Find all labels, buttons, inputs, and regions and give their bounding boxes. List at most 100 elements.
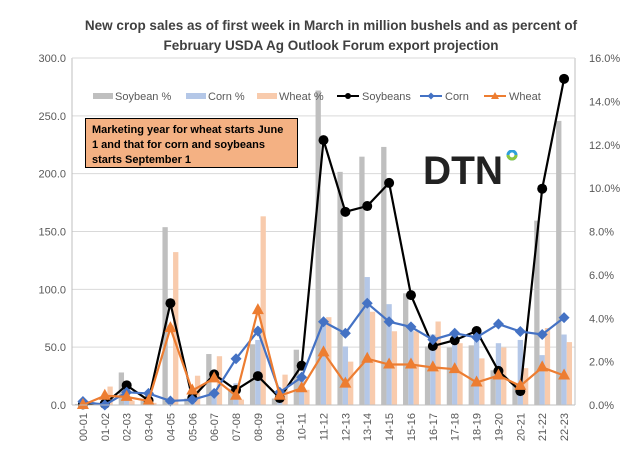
- point-soybeans-15-16: [405, 290, 416, 301]
- axes: [71, 57, 576, 406]
- point-corn-22-23: [558, 312, 570, 324]
- bar-corn-18-19: [473, 333, 480, 405]
- point-wheat-19-20: [492, 368, 505, 380]
- y-tick-label: 150.0: [38, 227, 66, 239]
- point-wheat-12-13: [339, 376, 352, 388]
- point-soybeans-12-13: [340, 206, 351, 217]
- point-soybeans-17-18: [449, 335, 460, 346]
- point-corn-16-17: [427, 334, 439, 346]
- bar-soybean-12-13: [337, 171, 343, 405]
- y2-tick-label: 12.0%: [589, 140, 620, 152]
- point-wheat-05-06: [186, 383, 199, 395]
- bar-soybean-20-21: [512, 383, 518, 405]
- point-wheat-10-11: [295, 381, 308, 393]
- legend-marker-soybeans: [345, 93, 351, 99]
- bar-soybean-22-23: [556, 120, 562, 406]
- x-tick-label: 04-05: [165, 413, 177, 441]
- bar-soybean-03-04: [140, 400, 146, 405]
- legend-swatch-corn: [186, 93, 206, 99]
- legend-swatch-wheat: [257, 93, 277, 99]
- point-corn-15-16: [405, 321, 417, 333]
- point-wheat-15-16: [404, 357, 417, 369]
- point-corn-17-18: [449, 327, 461, 339]
- point-wheat-17-18: [448, 362, 461, 374]
- bar-wheat-08-09: [260, 216, 266, 405]
- x-tick-label: 14-15: [384, 413, 396, 441]
- point-corn-11-12: [318, 316, 329, 328]
- bar-soybean-11-12: [315, 90, 321, 405]
- bar-corn-12-13: [342, 346, 349, 405]
- bar-soybean-15-16: [403, 293, 409, 405]
- y2-tick-label: 10.0%: [589, 183, 620, 195]
- x-tick-label: 00-01: [78, 413, 90, 441]
- point-wheat-01-02: [98, 388, 111, 400]
- x-tick-label: 18-19: [472, 413, 484, 441]
- x-tick-label: 13-14: [362, 413, 374, 441]
- legend-label-wheat: Wheat: [509, 91, 541, 103]
- legend-label-soybean: Soybean %: [115, 91, 171, 103]
- x-tick-label: 16-17: [428, 413, 440, 441]
- bar-soybean-05-06: [184, 398, 190, 405]
- point-soybeans-02-03: [121, 380, 132, 391]
- point-soybeans-16-17: [427, 341, 438, 352]
- point-corn-10-11: [296, 371, 308, 383]
- point-wheat-08-09: [251, 303, 264, 315]
- bar-corn-21-22: [539, 355, 545, 405]
- y2-tick-label: 0.0%: [589, 400, 614, 412]
- point-wheat-09-10: [273, 388, 286, 400]
- x-tick-label: 11-12: [319, 413, 331, 440]
- bar-soybean-17-18: [446, 347, 453, 405]
- legend: Soybean % Corn % Wheat % Soybeans Corn Wheat: [93, 91, 541, 103]
- y2-tick-label: 2.0%: [589, 357, 614, 369]
- x-tick-label: 09-10: [275, 413, 287, 441]
- y2-axis-ticks: 0.0% 2.0% 4.0% 6.0% 8.0% 10.0% 12.0% 14.0% 16.0%: [589, 53, 620, 412]
- y2-tick-label: 14.0%: [589, 96, 620, 108]
- dtn-logo: DTN: [423, 150, 518, 190]
- bar-soybean-13-14: [359, 156, 365, 405]
- chart-title-line-2: February USDA Ag Outlook Forum export pr…: [163, 38, 498, 53]
- y-tick-label: 200.0: [38, 169, 66, 181]
- legend-marker-wheat: [491, 92, 499, 99]
- bar-wheat-13-14: [369, 311, 376, 405]
- point-wheat-04-05: [164, 321, 177, 333]
- y2-tick-label: 8.0%: [589, 227, 614, 239]
- x-tick-label: 12-13: [340, 413, 352, 441]
- point-wheat-20-21: [514, 378, 527, 390]
- point-soybeans-11-12: [318, 135, 329, 146]
- marketing-year-note: Marketing year for wheat starts June 1 a…: [85, 118, 298, 168]
- bar-soybean-19-20: [490, 370, 496, 405]
- bar-corn-11-12: [320, 320, 327, 405]
- point-corn-13-14: [361, 297, 373, 309]
- bar-corn-20-21: [517, 339, 523, 405]
- x-tick-label: 03-04: [144, 413, 156, 441]
- point-corn-21-22: [536, 328, 548, 340]
- point-wheat-03-04: [142, 393, 155, 405]
- logo-ring-lower-icon: [506, 154, 518, 161]
- bar-wheat-17-18: [457, 343, 463, 405]
- point-soybeans-04-05: [165, 298, 176, 309]
- point-wheat-16-17: [426, 360, 439, 372]
- y-axis-ticks: 0.0 50.0 100.0 150.0 200.0 250.0 300.0: [38, 53, 66, 412]
- bar-wheat-20-21: [522, 368, 529, 405]
- point-corn-18-19: [471, 331, 483, 343]
- bar-wheat-02-03: [129, 400, 135, 405]
- x-tick-label: 20-21: [515, 413, 527, 441]
- bar-soybean-16-17: [424, 346, 431, 405]
- x-tick-label: 06-07: [209, 413, 221, 441]
- x-tick-label: 01-02: [100, 413, 112, 441]
- point-wheat-13-14: [361, 351, 374, 363]
- legend-label-corn: Corn: [445, 91, 469, 103]
- bar-soybean-04-05: [162, 227, 168, 405]
- bar-soybean-09-10: [271, 398, 278, 405]
- legend-label-wheat: Wheat %: [279, 91, 324, 103]
- point-wheat-14-15: [383, 357, 396, 369]
- point-wheat-21-22: [536, 360, 549, 372]
- y2-tick-label: 4.0%: [589, 313, 614, 325]
- legend-label-corn: Corn %: [208, 91, 245, 103]
- point-wheat-07-08: [230, 388, 243, 400]
- bar-corn-06-07: [211, 394, 217, 405]
- point-wheat-18-19: [470, 375, 483, 387]
- point-soybeans-18-19: [471, 325, 482, 336]
- x-tick-label: 19-20: [493, 413, 505, 441]
- x-tick-label: 21-22: [537, 413, 549, 441]
